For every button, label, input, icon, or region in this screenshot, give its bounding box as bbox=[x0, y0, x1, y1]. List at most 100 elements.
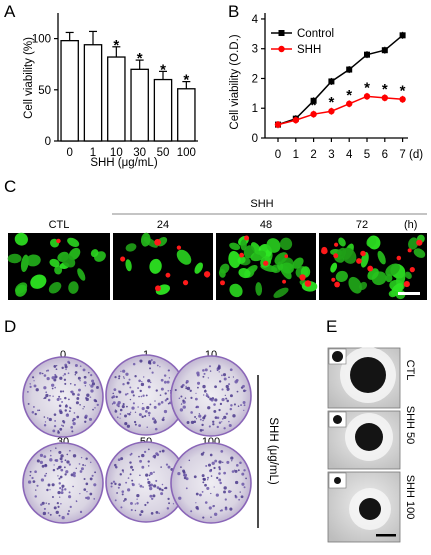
colony-dot bbox=[75, 401, 79, 405]
colony-dot bbox=[147, 411, 151, 415]
colony-dot bbox=[59, 487, 62, 490]
colony-dot bbox=[222, 373, 227, 377]
colony-dot bbox=[121, 490, 125, 493]
colony-dot bbox=[89, 396, 92, 398]
panel-e-spheroids: CTL SHH 50 SHH 100 bbox=[327, 347, 416, 543]
colony-dot bbox=[43, 455, 47, 459]
colony-dot bbox=[52, 395, 54, 397]
green-cell bbox=[77, 268, 86, 281]
colony-dot bbox=[152, 494, 156, 498]
colony-dot bbox=[229, 368, 233, 372]
x-tick-label-a: 30 bbox=[133, 147, 146, 159]
red-cell bbox=[176, 245, 182, 250]
x-tick-label-b: 2 bbox=[310, 149, 316, 161]
green-cell bbox=[48, 281, 62, 294]
colony-dot bbox=[115, 395, 118, 399]
colony-dot bbox=[223, 377, 227, 381]
colony-dot bbox=[34, 495, 37, 498]
colony-dot bbox=[142, 454, 145, 457]
red-cell bbox=[304, 280, 312, 287]
colony-dot bbox=[33, 384, 37, 388]
colony-dot bbox=[53, 464, 55, 466]
colony-dot bbox=[150, 359, 153, 361]
colony-dot bbox=[84, 385, 87, 387]
colony-dot bbox=[49, 454, 52, 457]
colony-dot bbox=[58, 395, 61, 398]
colony-dot bbox=[149, 381, 152, 384]
colony-dot bbox=[212, 423, 215, 426]
colony-dot bbox=[122, 471, 125, 473]
colony-dot bbox=[155, 389, 158, 392]
colony-dot bbox=[134, 509, 137, 512]
colony-dot bbox=[142, 402, 144, 405]
colony-dot bbox=[117, 486, 120, 489]
red-cell bbox=[356, 258, 362, 264]
colony-dot bbox=[76, 397, 80, 400]
colony-dot bbox=[53, 413, 57, 416]
colony-dot bbox=[232, 414, 236, 418]
significance-star-a: * bbox=[113, 37, 119, 54]
colony-dot bbox=[213, 512, 218, 516]
colony-dot bbox=[32, 480, 36, 484]
colony-dot bbox=[131, 406, 135, 410]
green-cell bbox=[330, 262, 338, 273]
colony-dot bbox=[54, 386, 57, 389]
colony-dot bbox=[46, 488, 49, 492]
colony-dot bbox=[96, 403, 99, 407]
colony-dot bbox=[63, 466, 66, 469]
colony-dot bbox=[47, 483, 51, 487]
well-label-0: 0 bbox=[60, 349, 66, 361]
red-cell bbox=[165, 272, 171, 278]
colony-dot bbox=[48, 502, 50, 505]
green-cell bbox=[218, 268, 226, 278]
y-tick-label-b: 4 bbox=[252, 14, 259, 26]
colony-dot bbox=[89, 492, 93, 496]
colony-dot bbox=[58, 397, 60, 400]
colony-dot bbox=[128, 412, 131, 416]
colony-dot bbox=[89, 384, 91, 386]
colony-dot bbox=[207, 463, 211, 467]
green-cell bbox=[229, 283, 243, 298]
colony-dot bbox=[44, 421, 47, 423]
colony-dot bbox=[70, 390, 74, 394]
colony-dot bbox=[70, 473, 74, 477]
colony-dot bbox=[159, 450, 162, 453]
colony-dot bbox=[157, 402, 161, 406]
colony-dot bbox=[59, 390, 63, 393]
x-tick-label-a: 0 bbox=[66, 147, 72, 159]
colony-dot bbox=[64, 404, 68, 408]
colony-dot bbox=[121, 493, 124, 496]
colony-dot bbox=[121, 469, 124, 472]
colony-dot bbox=[150, 512, 154, 515]
colony-dot bbox=[85, 482, 89, 486]
colony-dot bbox=[68, 510, 70, 512]
colony-dot bbox=[57, 475, 59, 477]
colony-dot bbox=[203, 415, 206, 418]
colony-dot bbox=[160, 466, 162, 468]
colony-dot bbox=[138, 455, 140, 458]
colony-dot bbox=[45, 393, 49, 398]
colony-dot bbox=[125, 481, 128, 484]
point-shh bbox=[274, 121, 282, 128]
point-control bbox=[346, 66, 353, 73]
colony-dot bbox=[35, 388, 39, 392]
colony-dot bbox=[234, 480, 239, 485]
colony-dot bbox=[195, 418, 198, 420]
panel-letter-e: E bbox=[326, 317, 337, 336]
colony-dot bbox=[83, 477, 86, 481]
colony-dot bbox=[80, 456, 83, 459]
colony-dot bbox=[218, 466, 221, 469]
colony-dot bbox=[225, 397, 228, 400]
colony-dot bbox=[126, 392, 129, 395]
colony-dot bbox=[83, 381, 87, 385]
colony-dot bbox=[127, 477, 130, 479]
colony-dot bbox=[94, 471, 97, 474]
colony-dot bbox=[50, 450, 52, 452]
colony-dot bbox=[186, 386, 191, 391]
point-shh bbox=[328, 108, 335, 115]
colony-dot bbox=[141, 415, 144, 419]
colony-dot bbox=[153, 484, 157, 488]
red-cell bbox=[205, 273, 210, 278]
legend-label-shh: SHH bbox=[297, 44, 321, 56]
colony-dot bbox=[114, 409, 117, 411]
